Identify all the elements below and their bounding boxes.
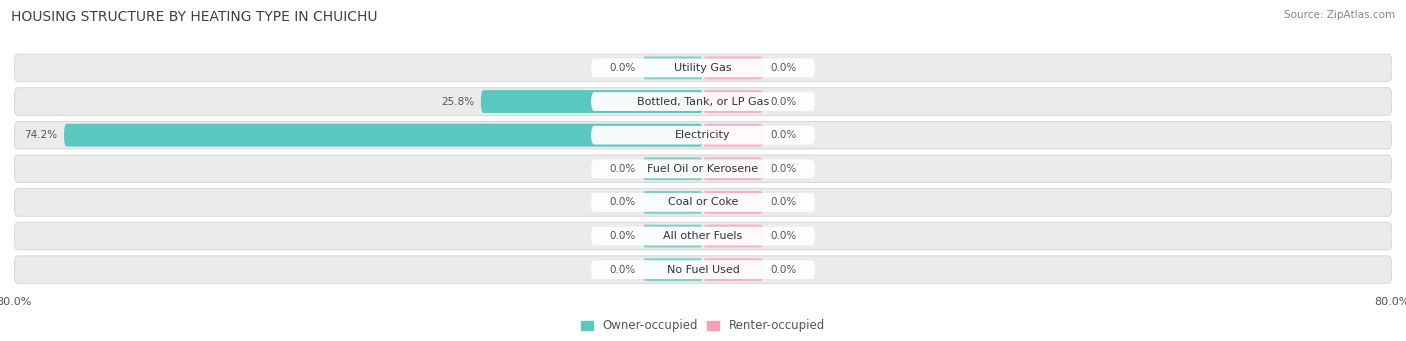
FancyBboxPatch shape bbox=[481, 90, 703, 113]
FancyBboxPatch shape bbox=[703, 57, 763, 79]
FancyBboxPatch shape bbox=[591, 92, 815, 111]
FancyBboxPatch shape bbox=[14, 54, 1392, 82]
Text: Fuel Oil or Kerosene: Fuel Oil or Kerosene bbox=[647, 164, 759, 174]
FancyBboxPatch shape bbox=[14, 155, 1392, 182]
Text: 0.0%: 0.0% bbox=[610, 265, 636, 275]
Text: 0.0%: 0.0% bbox=[770, 130, 796, 140]
Text: Coal or Coke: Coal or Coke bbox=[668, 197, 738, 207]
FancyBboxPatch shape bbox=[643, 157, 703, 180]
FancyBboxPatch shape bbox=[703, 90, 763, 113]
FancyBboxPatch shape bbox=[643, 57, 703, 79]
FancyBboxPatch shape bbox=[591, 193, 815, 212]
FancyBboxPatch shape bbox=[703, 258, 763, 281]
FancyBboxPatch shape bbox=[14, 256, 1392, 283]
FancyBboxPatch shape bbox=[14, 189, 1392, 216]
Text: Utility Gas: Utility Gas bbox=[675, 63, 731, 73]
Text: 0.0%: 0.0% bbox=[610, 164, 636, 174]
FancyBboxPatch shape bbox=[65, 124, 703, 147]
FancyBboxPatch shape bbox=[703, 225, 763, 248]
Text: 0.0%: 0.0% bbox=[770, 197, 796, 207]
FancyBboxPatch shape bbox=[14, 121, 1392, 149]
Text: All other Fuels: All other Fuels bbox=[664, 231, 742, 241]
FancyBboxPatch shape bbox=[703, 124, 763, 147]
FancyBboxPatch shape bbox=[14, 88, 1392, 115]
FancyBboxPatch shape bbox=[643, 258, 703, 281]
FancyBboxPatch shape bbox=[591, 227, 815, 246]
Text: 0.0%: 0.0% bbox=[770, 164, 796, 174]
FancyBboxPatch shape bbox=[703, 191, 763, 214]
FancyBboxPatch shape bbox=[703, 157, 763, 180]
Text: HOUSING STRUCTURE BY HEATING TYPE IN CHUICHU: HOUSING STRUCTURE BY HEATING TYPE IN CHU… bbox=[11, 10, 378, 24]
FancyBboxPatch shape bbox=[591, 160, 815, 178]
Text: 0.0%: 0.0% bbox=[770, 63, 796, 73]
Text: 0.0%: 0.0% bbox=[610, 63, 636, 73]
Text: No Fuel Used: No Fuel Used bbox=[666, 265, 740, 275]
Text: 74.2%: 74.2% bbox=[24, 130, 58, 140]
FancyBboxPatch shape bbox=[591, 126, 815, 145]
FancyBboxPatch shape bbox=[14, 222, 1392, 250]
Text: 0.0%: 0.0% bbox=[610, 197, 636, 207]
Text: 25.8%: 25.8% bbox=[441, 97, 474, 106]
FancyBboxPatch shape bbox=[591, 260, 815, 279]
Text: Electricity: Electricity bbox=[675, 130, 731, 140]
Text: 0.0%: 0.0% bbox=[610, 231, 636, 241]
FancyBboxPatch shape bbox=[643, 191, 703, 214]
Text: 0.0%: 0.0% bbox=[770, 265, 796, 275]
Text: Source: ZipAtlas.com: Source: ZipAtlas.com bbox=[1284, 10, 1395, 20]
Text: 0.0%: 0.0% bbox=[770, 97, 796, 106]
Legend: Owner-occupied, Renter-occupied: Owner-occupied, Renter-occupied bbox=[576, 315, 830, 337]
FancyBboxPatch shape bbox=[643, 225, 703, 248]
Text: 0.0%: 0.0% bbox=[770, 231, 796, 241]
Text: Bottled, Tank, or LP Gas: Bottled, Tank, or LP Gas bbox=[637, 97, 769, 106]
FancyBboxPatch shape bbox=[591, 59, 815, 77]
